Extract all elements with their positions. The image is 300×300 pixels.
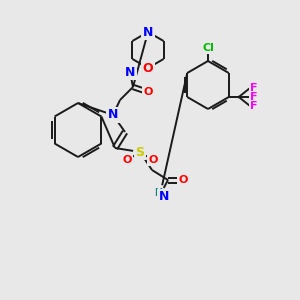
Text: O: O [143, 61, 153, 74]
Text: F: F [250, 83, 257, 93]
Text: H: H [154, 188, 162, 198]
Text: S: S [136, 146, 145, 158]
Text: O: O [148, 155, 158, 165]
Text: N: N [108, 109, 118, 122]
Text: Cl: Cl [202, 43, 214, 53]
Text: F: F [250, 92, 257, 102]
Text: O: O [122, 155, 132, 165]
Text: N: N [143, 26, 153, 38]
Text: N: N [159, 190, 169, 203]
Text: F: F [250, 101, 257, 111]
Text: O: O [178, 175, 188, 185]
Text: O: O [143, 87, 153, 97]
Text: N: N [125, 65, 135, 79]
